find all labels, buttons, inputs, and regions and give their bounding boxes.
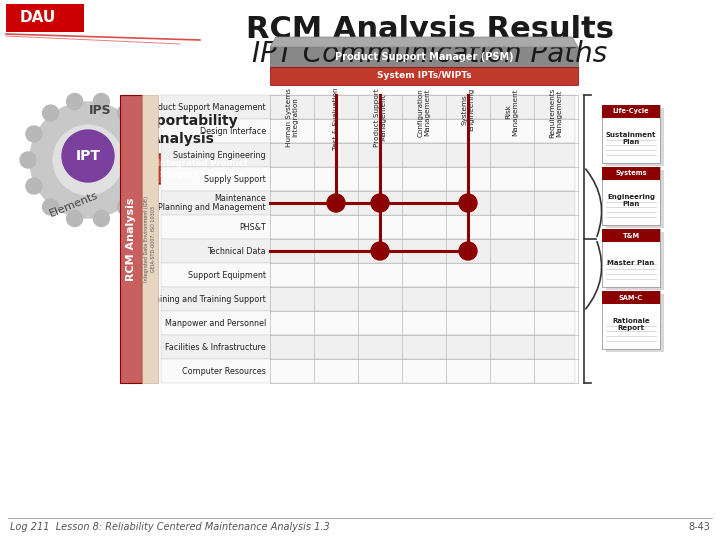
- Circle shape: [94, 93, 109, 110]
- Text: 8-43: 8-43: [688, 522, 710, 532]
- Bar: [602, 167, 660, 180]
- Text: Maintenance
Planning and Management: Maintenance Planning and Management: [158, 194, 266, 212]
- Bar: [161, 167, 575, 191]
- Text: Integrated Product
Support Elements: Integrated Product Support Elements: [157, 159, 248, 179]
- Text: Sustaining Engineering: Sustaining Engineering: [174, 151, 266, 159]
- Circle shape: [117, 199, 133, 215]
- Text: Engineering
Plan: Engineering Plan: [607, 194, 655, 207]
- Bar: [120, 95, 142, 383]
- Text: Product Support Management: Product Support Management: [145, 103, 266, 111]
- Bar: [161, 119, 575, 143]
- Circle shape: [42, 105, 58, 121]
- FancyBboxPatch shape: [270, 47, 578, 67]
- Bar: [602, 291, 660, 349]
- Text: DAU: DAU: [20, 10, 56, 25]
- Text: Product Support Manager (PSM): Product Support Manager (PSM): [335, 52, 513, 62]
- Bar: [161, 335, 575, 359]
- Bar: [161, 287, 575, 311]
- Bar: [270, 67, 578, 85]
- Text: System IPTs/WIPTs: System IPTs/WIPTs: [377, 71, 472, 80]
- Text: Requirements
Management: Requirements Management: [549, 88, 562, 138]
- Bar: [161, 311, 575, 335]
- Bar: [602, 105, 660, 163]
- Circle shape: [134, 126, 150, 142]
- Circle shape: [30, 102, 146, 218]
- Text: Systems: Systems: [615, 171, 647, 177]
- Text: PHS&T: PHS&T: [239, 222, 266, 232]
- Circle shape: [140, 152, 156, 168]
- Circle shape: [371, 242, 389, 260]
- Text: Test & Evaluation: Test & Evaluation: [333, 88, 339, 151]
- Text: Supportability
Analysis: Supportability Analysis: [126, 114, 238, 146]
- Text: Elements: Elements: [48, 190, 100, 218]
- Text: Technical Data: Technical Data: [207, 246, 266, 255]
- Bar: [161, 95, 575, 119]
- Text: IPT Communication Paths: IPT Communication Paths: [253, 40, 608, 68]
- FancyBboxPatch shape: [146, 154, 258, 184]
- Bar: [606, 232, 664, 290]
- Text: Human Systems
Integration: Human Systems Integration: [286, 88, 298, 147]
- Bar: [142, 95, 158, 383]
- Text: Rationale
Report: Rationale Report: [612, 318, 650, 332]
- Bar: [602, 229, 660, 287]
- Circle shape: [62, 130, 114, 182]
- Text: Integrated Data Environment (IDE)
GEIA-STD-0007, ISO 10303: Integrated Data Environment (IDE) GEIA-S…: [145, 196, 156, 282]
- Text: Facilities & Infrastructure: Facilities & Infrastructure: [166, 342, 266, 352]
- Bar: [161, 359, 575, 383]
- Bar: [606, 170, 664, 228]
- Bar: [602, 105, 660, 118]
- Bar: [606, 108, 664, 166]
- Circle shape: [134, 178, 150, 194]
- Text: Configuration
Management: Configuration Management: [418, 88, 431, 137]
- Circle shape: [26, 178, 42, 194]
- Circle shape: [94, 211, 109, 226]
- Bar: [161, 215, 575, 239]
- Text: Training and Training Support: Training and Training Support: [148, 294, 266, 303]
- Bar: [161, 191, 575, 215]
- Text: Log 211  Lesson 8: Reliability Centered Maintenance Analysis 1.3: Log 211 Lesson 8: Reliability Centered M…: [10, 522, 330, 532]
- Text: IPS: IPS: [89, 104, 112, 117]
- Text: Manpower and Personnel: Manpower and Personnel: [165, 319, 266, 327]
- Bar: [602, 229, 660, 242]
- Text: Master Plan: Master Plan: [608, 260, 654, 266]
- Text: Support Equipment: Support Equipment: [188, 271, 266, 280]
- Circle shape: [371, 194, 389, 212]
- Text: Sustainment
Plan: Sustainment Plan: [606, 132, 656, 145]
- Text: Systems
Engineering: Systems Engineering: [462, 88, 474, 131]
- Text: Design Interface: Design Interface: [199, 126, 266, 136]
- Text: Risk
Management: Risk Management: [505, 88, 518, 136]
- Bar: [161, 239, 575, 263]
- Text: SAM-C: SAM-C: [619, 294, 643, 300]
- Bar: [161, 143, 575, 167]
- Circle shape: [26, 126, 42, 142]
- Circle shape: [67, 93, 83, 110]
- Circle shape: [459, 242, 477, 260]
- Circle shape: [459, 194, 477, 212]
- Circle shape: [20, 152, 36, 168]
- Bar: [602, 291, 660, 304]
- Circle shape: [327, 194, 345, 212]
- Text: RCM Analysis Results: RCM Analysis Results: [246, 16, 614, 44]
- Circle shape: [53, 125, 123, 195]
- Circle shape: [67, 211, 83, 226]
- Bar: [602, 167, 660, 225]
- Circle shape: [42, 199, 58, 215]
- Polygon shape: [270, 37, 578, 47]
- Bar: [6, 4, 84, 32]
- Circle shape: [117, 105, 133, 121]
- Text: Life-Cycle: Life-Cycle: [613, 109, 649, 114]
- Text: IPT: IPT: [76, 149, 101, 163]
- Text: Computer Resources: Computer Resources: [182, 367, 266, 375]
- Text: T&M: T&M: [622, 233, 639, 239]
- Text: Supply Support: Supply Support: [204, 174, 266, 184]
- Bar: [161, 263, 575, 287]
- Bar: [606, 294, 664, 352]
- Text: Product Support
Management: Product Support Management: [374, 88, 387, 147]
- Text: RCM Analysis: RCM Analysis: [126, 197, 136, 281]
